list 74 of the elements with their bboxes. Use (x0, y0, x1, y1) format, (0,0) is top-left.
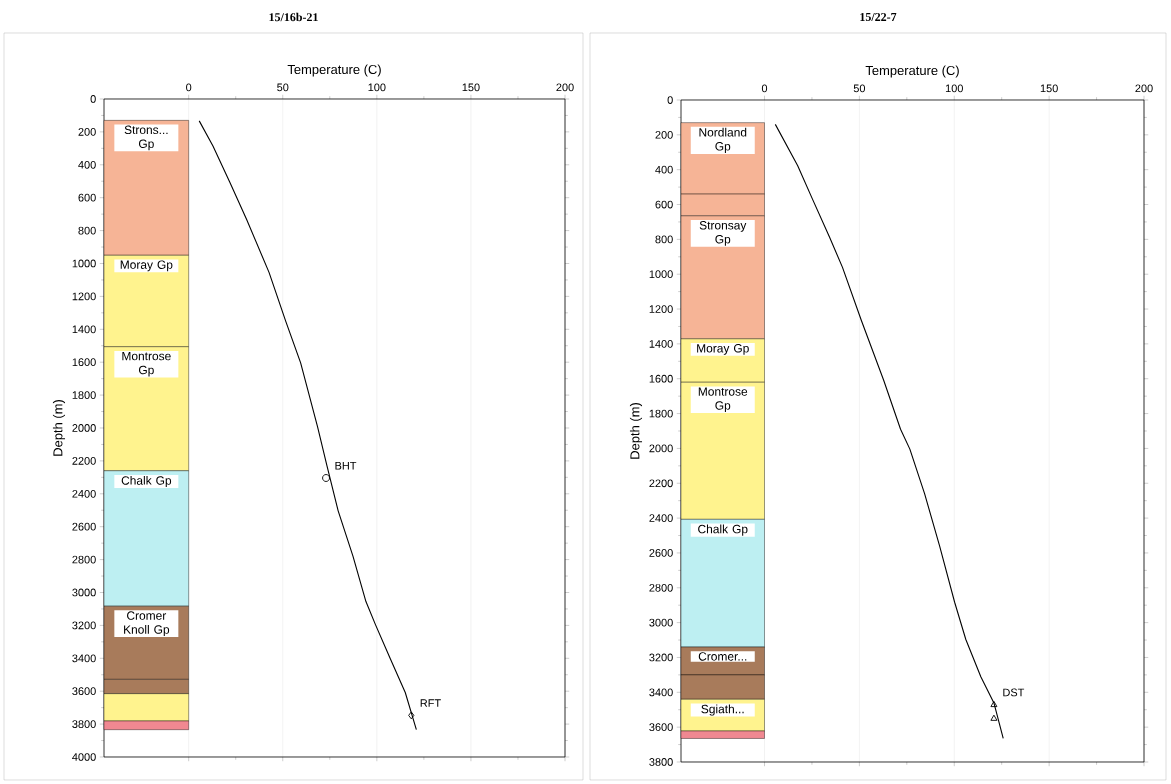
y-axis-title: Depth (m) (52, 400, 66, 456)
y-tick-label: 2000 (72, 424, 96, 432)
band-label: Chalk Gp (121, 475, 172, 488)
band-label: Montrose Gp (122, 351, 171, 377)
y-tick-label: 200 (655, 130, 673, 139)
band-label: Moray Gp (697, 344, 749, 355)
band-label: Sgiath... (701, 704, 744, 716)
x-axis-title: Temperature (C) (865, 65, 959, 78)
y-tick-label: 3200 (72, 621, 96, 630)
y-tick-label: 2200 (649, 479, 673, 488)
y-tick-label: 3800 (72, 720, 96, 728)
y-tick-label: 1000 (72, 259, 96, 268)
series-label: RFT (420, 699, 441, 707)
band-label: Chalk Gp (698, 524, 748, 536)
band-label: Stronsay Gp (699, 221, 747, 246)
y-tick-label: 3200 (649, 653, 673, 662)
band-label: Nordland Gp (699, 127, 747, 153)
band-label: Montrose Gp (698, 387, 748, 413)
x-tick-label: 100 (945, 84, 963, 93)
x-tick-label: 150 (462, 83, 480, 92)
y-tick-label: 3000 (72, 588, 96, 597)
band-label: Strons... Gp (124, 125, 168, 151)
y-tick-label: 1000 (649, 270, 673, 279)
y-tick-label: 4000 (72, 753, 96, 761)
x-tick-label: 50 (853, 84, 866, 93)
y-tick-label: 1200 (649, 305, 673, 313)
y-tick-label: 800 (78, 226, 96, 235)
band-label: Cromer Knoll Gp (124, 611, 170, 637)
x-axis-title: Temperature (C) (287, 64, 381, 77)
y-tick-label: 800 (655, 235, 673, 244)
y-tick-label: 1800 (72, 391, 96, 399)
y-tick-label: 2000 (649, 444, 673, 453)
chart-title: 15/16b-21 (269, 12, 318, 22)
line-series (198, 120, 417, 731)
line-series (774, 123, 1004, 740)
y-tick-label: 3600 (72, 687, 96, 696)
y-tick-label: 400 (655, 165, 673, 174)
x-tick-label: 200 (1135, 84, 1153, 93)
y-tick-label: 0 (90, 95, 96, 103)
y-tick-label: 2600 (649, 549, 673, 557)
y-tick-label: 3000 (649, 618, 673, 627)
series-label: BHT (335, 461, 357, 470)
y-tick-label: 1800 (649, 409, 673, 418)
y-tick-label: 1200 (72, 292, 96, 301)
y-tick-label: 2600 (72, 522, 96, 531)
y-tick-label: 3600 (649, 723, 673, 732)
y-tick-label: 3400 (72, 654, 96, 663)
x-tick-label: 0 (761, 84, 768, 93)
y-tick-label: 2200 (72, 457, 96, 465)
band-label: Cromer... (698, 652, 747, 661)
band-label: Moray Gp (120, 260, 173, 272)
y-axis-title: Depth (m) (629, 403, 643, 459)
y-tick-label: 1400 (72, 325, 96, 334)
y-tick-label: 2400 (72, 489, 96, 498)
y-tick-label: 3400 (649, 688, 673, 697)
x-tick-label: 150 (1040, 84, 1058, 93)
x-tick-label: 200 (556, 83, 574, 92)
y-tick-label: 600 (78, 193, 96, 202)
y-tick-label: 3800 (649, 758, 673, 766)
chart-title: 15/22-7 (860, 12, 897, 21)
y-tick-label: 2800 (649, 583, 673, 592)
series-label: DST (1003, 688, 1025, 697)
y-tick-label: 400 (78, 160, 96, 169)
x-tick-label: 0 (186, 83, 192, 92)
y-tick-label: 200 (78, 128, 96, 136)
x-tick-label: 100 (368, 83, 386, 92)
y-tick-label: 600 (655, 200, 673, 209)
y-tick-label: 1400 (649, 340, 673, 348)
y-tick-label: 2800 (72, 555, 96, 564)
y-tick-label: 0 (667, 96, 673, 104)
y-tick-label: 1600 (649, 374, 673, 383)
y-tick-label: 2400 (649, 514, 673, 522)
x-tick-label: 50 (277, 83, 289, 92)
y-tick-label: 1600 (72, 358, 96, 367)
